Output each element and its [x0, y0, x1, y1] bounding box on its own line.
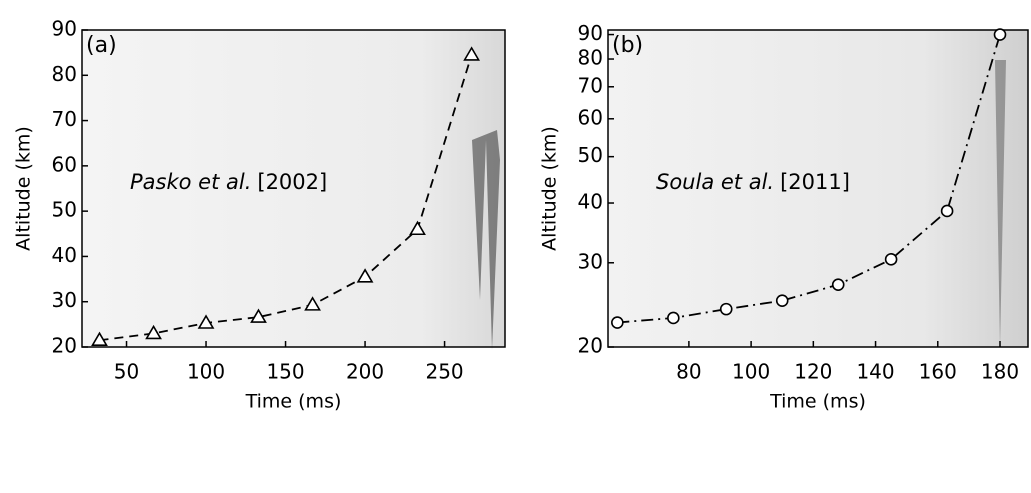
- sprite-streak: [995, 60, 1006, 347]
- y-tick-label: 40: [52, 243, 77, 267]
- y-tick-label: 20: [52, 334, 77, 358]
- y-tick-label: 90: [578, 21, 603, 45]
- x-axis-label: Time (ms): [245, 391, 342, 413]
- sprite-streak: [472, 130, 500, 350]
- x-tick-label: 100: [187, 360, 225, 384]
- point: [356, 268, 374, 283]
- point: [463, 46, 480, 61]
- y-tick-label: 40: [578, 190, 603, 214]
- panel-label: (a): [86, 33, 117, 58]
- x-tick-label: 140: [856, 360, 894, 384]
- y-tick-label: 30: [578, 249, 603, 273]
- series-line: [617, 34, 1001, 324]
- point: [91, 331, 108, 347]
- x-tick-label: 80: [676, 360, 701, 384]
- annotation-part: Soula et al.: [656, 170, 774, 194]
- y-axis-label: Altitude (km): [13, 126, 35, 251]
- x-tick-label: 200: [346, 360, 384, 384]
- annotation: Soula et al. [2011]: [656, 170, 850, 194]
- y-tick-label: 80: [578, 46, 603, 70]
- x-tick-label: 250: [425, 360, 463, 384]
- point: [831, 278, 845, 291]
- plot-frame: [607, 29, 1029, 348]
- y-tick-label: 20: [578, 334, 603, 358]
- point: [667, 311, 680, 325]
- y-tick-label: 90: [52, 17, 77, 41]
- annotation-part: [2011]: [780, 170, 850, 194]
- panel-label: (b): [612, 33, 643, 58]
- point: [197, 314, 215, 329]
- point: [250, 308, 267, 323]
- y-tick-label: 70: [578, 73, 603, 97]
- annotation: Pasko et al. [2002]: [130, 170, 327, 194]
- point: [611, 316, 624, 329]
- point: [145, 324, 162, 340]
- x-axis-label: Time (ms): [769, 391, 866, 413]
- y-axis-label: Altitude (km): [539, 126, 561, 251]
- x-tick-label: 120: [794, 360, 832, 384]
- x-tick-label: 50: [114, 360, 139, 384]
- point: [940, 204, 954, 218]
- x-tick-label: 100: [732, 360, 770, 384]
- point: [884, 253, 898, 266]
- point: [993, 28, 1007, 41]
- y-tick-label: 60: [52, 152, 77, 176]
- y-tick-label: 30: [52, 288, 77, 312]
- annotation-part: Pasko et al.: [130, 170, 251, 194]
- x-tick-label: 160: [919, 360, 957, 384]
- y-tick-label: 80: [52, 62, 77, 86]
- y-tick-label: 50: [52, 198, 77, 222]
- x-tick-label: 180: [981, 360, 1019, 384]
- plot-frame: [81, 29, 506, 348]
- point: [409, 220, 426, 236]
- point: [775, 294, 789, 307]
- y-tick-label: 70: [52, 107, 77, 131]
- image-background: [608, 30, 1028, 347]
- x-tick-label: 150: [266, 360, 304, 384]
- annotation-part: [2002]: [257, 170, 327, 194]
- series-line: [99, 54, 473, 342]
- point: [719, 302, 733, 316]
- y-tick-label: 60: [578, 105, 603, 129]
- y-tick-label: 50: [578, 143, 603, 167]
- point: [304, 296, 321, 311]
- image-background: [82, 30, 505, 347]
